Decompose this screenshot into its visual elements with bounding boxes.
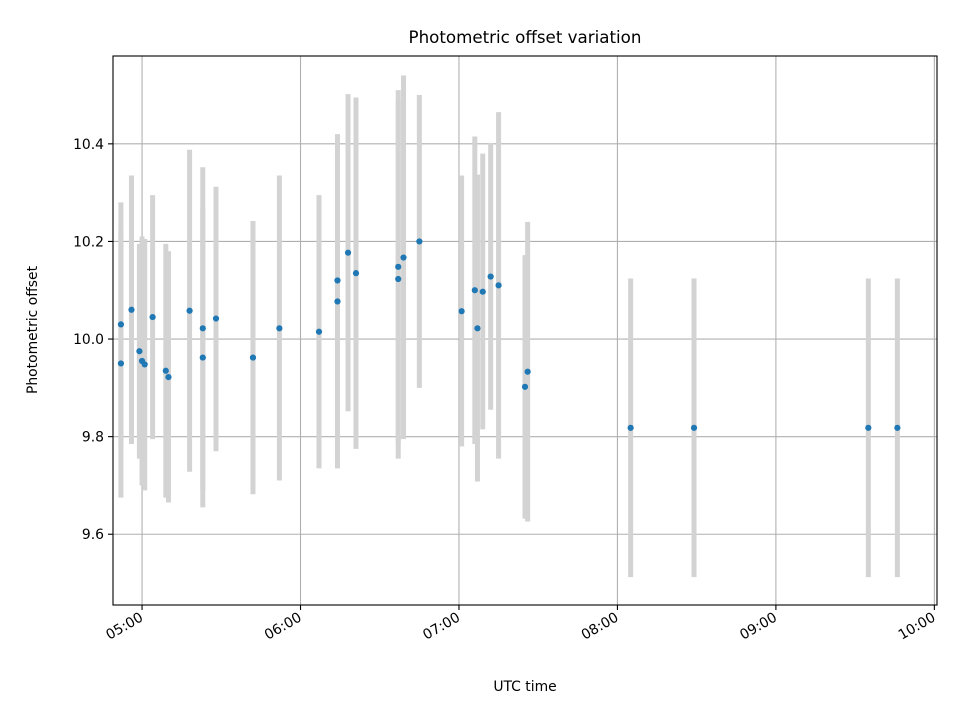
y-tick-label: 10.0 [73,332,104,348]
data-point [165,374,172,381]
data-point [416,238,423,245]
y-tick-label: 9.8 [82,430,104,446]
data-point [865,424,872,431]
data-point [117,321,125,328]
data-point [136,348,143,355]
data-point [495,282,502,289]
data-point [212,315,220,322]
data-point [627,424,634,431]
data-point [352,270,360,277]
data-point [315,328,323,335]
data-point [199,325,206,332]
y-tick-label: 9.6 [82,527,104,543]
data-point [400,254,407,261]
y-tick-label: 10.4 [73,137,104,153]
data-point [487,273,494,280]
data-point [524,368,531,375]
data-point [186,307,193,314]
data-point [471,287,478,294]
data-point [149,313,156,321]
plot-frame [112,55,938,606]
data-point [395,263,402,270]
data-point [249,354,257,361]
data-point [141,361,148,368]
y-axis-label: Photometric offset [25,265,41,394]
point-layer [117,238,901,431]
chart-title: Photometric offset variation [409,27,642,47]
data-point [162,367,169,374]
data-point [395,275,402,283]
data-point [199,354,206,361]
data-point [894,424,901,431]
data-point [276,325,283,332]
x-axis-label: UTC time [493,679,556,695]
data-point [479,288,486,295]
data-point [474,325,481,332]
data-point [458,308,465,315]
data-point [128,306,135,313]
data-point [344,249,352,256]
data-point [690,424,698,431]
data-point [521,383,529,390]
data-point [334,277,341,284]
data-point [334,298,341,305]
data-point [117,360,125,367]
y-tick-label: 10.2 [73,234,104,250]
